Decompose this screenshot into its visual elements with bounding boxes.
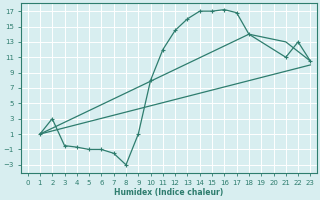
X-axis label: Humidex (Indice chaleur): Humidex (Indice chaleur) bbox=[114, 188, 224, 197]
